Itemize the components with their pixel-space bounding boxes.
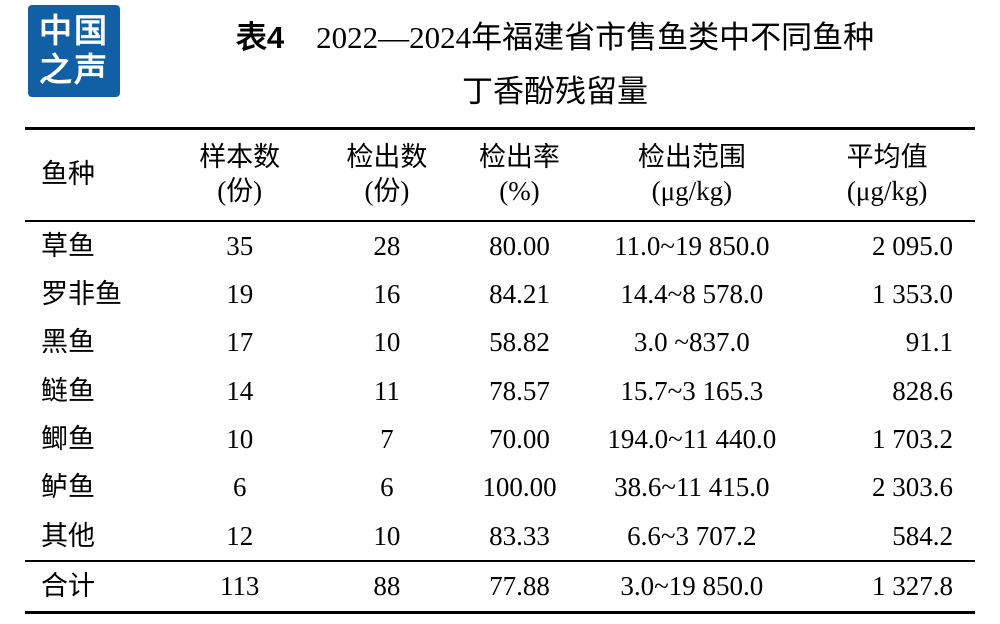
cell-range: 15.7~3 165.3	[620, 375, 764, 406]
header-species: 鱼种	[41, 158, 95, 189]
cell-species: 草鱼	[41, 230, 95, 261]
table-row: 黑鱼 17 10 58.82 3.0 ~837.0 91.1	[25, 318, 975, 366]
table-number-label: 表4	[235, 20, 285, 55]
table-row: 鲫鱼 10 7 70.00 194.0~11 440.0 1 703.2	[25, 415, 975, 463]
cell-detected: 6	[380, 472, 394, 503]
cell-mean: 2 303.6	[872, 472, 953, 503]
cell-samples: 10	[226, 424, 254, 455]
cell-rate: 83.33	[489, 520, 550, 551]
table-row: 草鱼 35 28 80.00 11.0~19 850.0 2 095.0	[25, 221, 975, 270]
cell-samples: 35	[226, 230, 254, 261]
cell-mean: 1 353.0	[872, 278, 953, 309]
cell-detected: 10	[373, 327, 401, 358]
table-title-text: 2022—2024年福建省市售鱼类中不同鱼种	[316, 20, 875, 55]
header-samples: 样本数 (份)	[199, 142, 281, 206]
cell-detected: 7	[380, 424, 394, 455]
table-row: 其他 12 10 83.33 6.6~3 707.2 584.2	[25, 512, 975, 561]
cell-samples: 113	[219, 571, 260, 602]
cell-range: 11.0~19 850.0	[614, 230, 770, 261]
cell-rate: 78.57	[489, 375, 550, 406]
table-row: 鲢鱼 14 11 78.57 15.7~3 165.3 828.6	[25, 367, 975, 415]
header-rate: 检出率 (%)	[478, 142, 560, 206]
cnr-logo: 中国 之声	[28, 5, 120, 97]
cell-species: 鲢鱼	[41, 375, 95, 406]
cell-mean: 584.2	[892, 520, 953, 551]
cell-range: 3.0~19 850.0	[620, 571, 764, 602]
cell-detected: 88	[373, 571, 401, 602]
header-range: 检出范围 (μg/kg)	[637, 142, 746, 206]
table-row: 鲈鱼 6 6 100.00 38.6~11 415.0 2 303.6	[25, 463, 975, 511]
cell-rate: 100.00	[482, 472, 557, 503]
cell-samples: 6	[232, 472, 247, 503]
cell-samples: 17	[226, 327, 254, 358]
table-row: 罗非鱼 19 16 84.21 14.4~8 578.0 1 353.0	[25, 270, 975, 318]
logo-text-line1: 中国	[39, 12, 109, 50]
cell-rate: 80.00	[489, 230, 550, 261]
header-mean: 平均值 (μg/kg)	[846, 142, 928, 206]
logo-text-line2: 之声	[39, 51, 109, 88]
cell-samples: 19	[226, 278, 254, 309]
cell-detected: 10	[373, 520, 401, 551]
cell-range: 6.6~3 707.2	[627, 520, 757, 551]
cell-range: 3.0 ~837.0	[633, 327, 750, 358]
residue-table: 鱼种 样本数 (份) 检出数 (份) 检出率 (%) 检出范围 (μg/kg) …	[25, 127, 975, 614]
table-title-line1: 表4 2022—2024年福建省市售鱼类中不同鱼种	[130, 12, 980, 57]
cell-mean: 828.6	[892, 375, 953, 406]
cell-mean: 91.1	[905, 327, 953, 358]
table-title: 表4 2022—2024年福建省市售鱼类中不同鱼种 丁香酚残留量	[0, 0, 1000, 111]
cell-range: 14.4~8 578.0	[620, 278, 764, 309]
page-header: 中国 之声 表4 2022—2024年福建省市售鱼类中不同鱼种 丁香酚残留量	[0, 0, 1000, 127]
cell-rate: 58.82	[489, 327, 550, 358]
cell-range: 194.0~11 440.0	[607, 424, 777, 455]
cell-range: 38.6~11 415.0	[614, 472, 770, 503]
cell-species: 罗非鱼	[41, 278, 122, 309]
table-body: 草鱼 35 28 80.00 11.0~19 850.0 2 095.0 罗非鱼 19 16 84…	[25, 221, 975, 613]
table-title-line2: 丁香酚残留量	[462, 74, 648, 109]
cell-detected: 16	[373, 278, 401, 309]
cell-rate: 84.21	[489, 278, 550, 309]
cell-samples: 14	[226, 375, 254, 406]
total-row: 合计 113 88 77.88 3.0~19 850.0 1 327.8	[25, 561, 975, 612]
cell-detected: 11	[373, 375, 400, 406]
header-detected: 检出数 (份)	[346, 142, 428, 206]
cell-mean: 1 327.8	[872, 571, 953, 602]
cell-species: 鲈鱼	[41, 472, 95, 503]
cell-samples: 12	[226, 520, 254, 551]
header-row: 鱼种 样本数 (份) 检出数 (份) 检出率 (%) 检出范围 (μg/kg) …	[25, 129, 975, 221]
cell-mean: 1 703.2	[872, 424, 953, 455]
cell-species: 黑鱼	[41, 327, 95, 358]
cell-species: 其他	[41, 520, 95, 551]
cell-rate: 70.00	[489, 424, 550, 455]
cell-rate: 77.88	[489, 571, 550, 602]
cell-species: 合计	[41, 571, 95, 602]
cell-detected: 28	[373, 230, 401, 261]
cell-species: 鲫鱼	[41, 424, 95, 455]
cell-mean: 2 095.0	[872, 230, 953, 261]
